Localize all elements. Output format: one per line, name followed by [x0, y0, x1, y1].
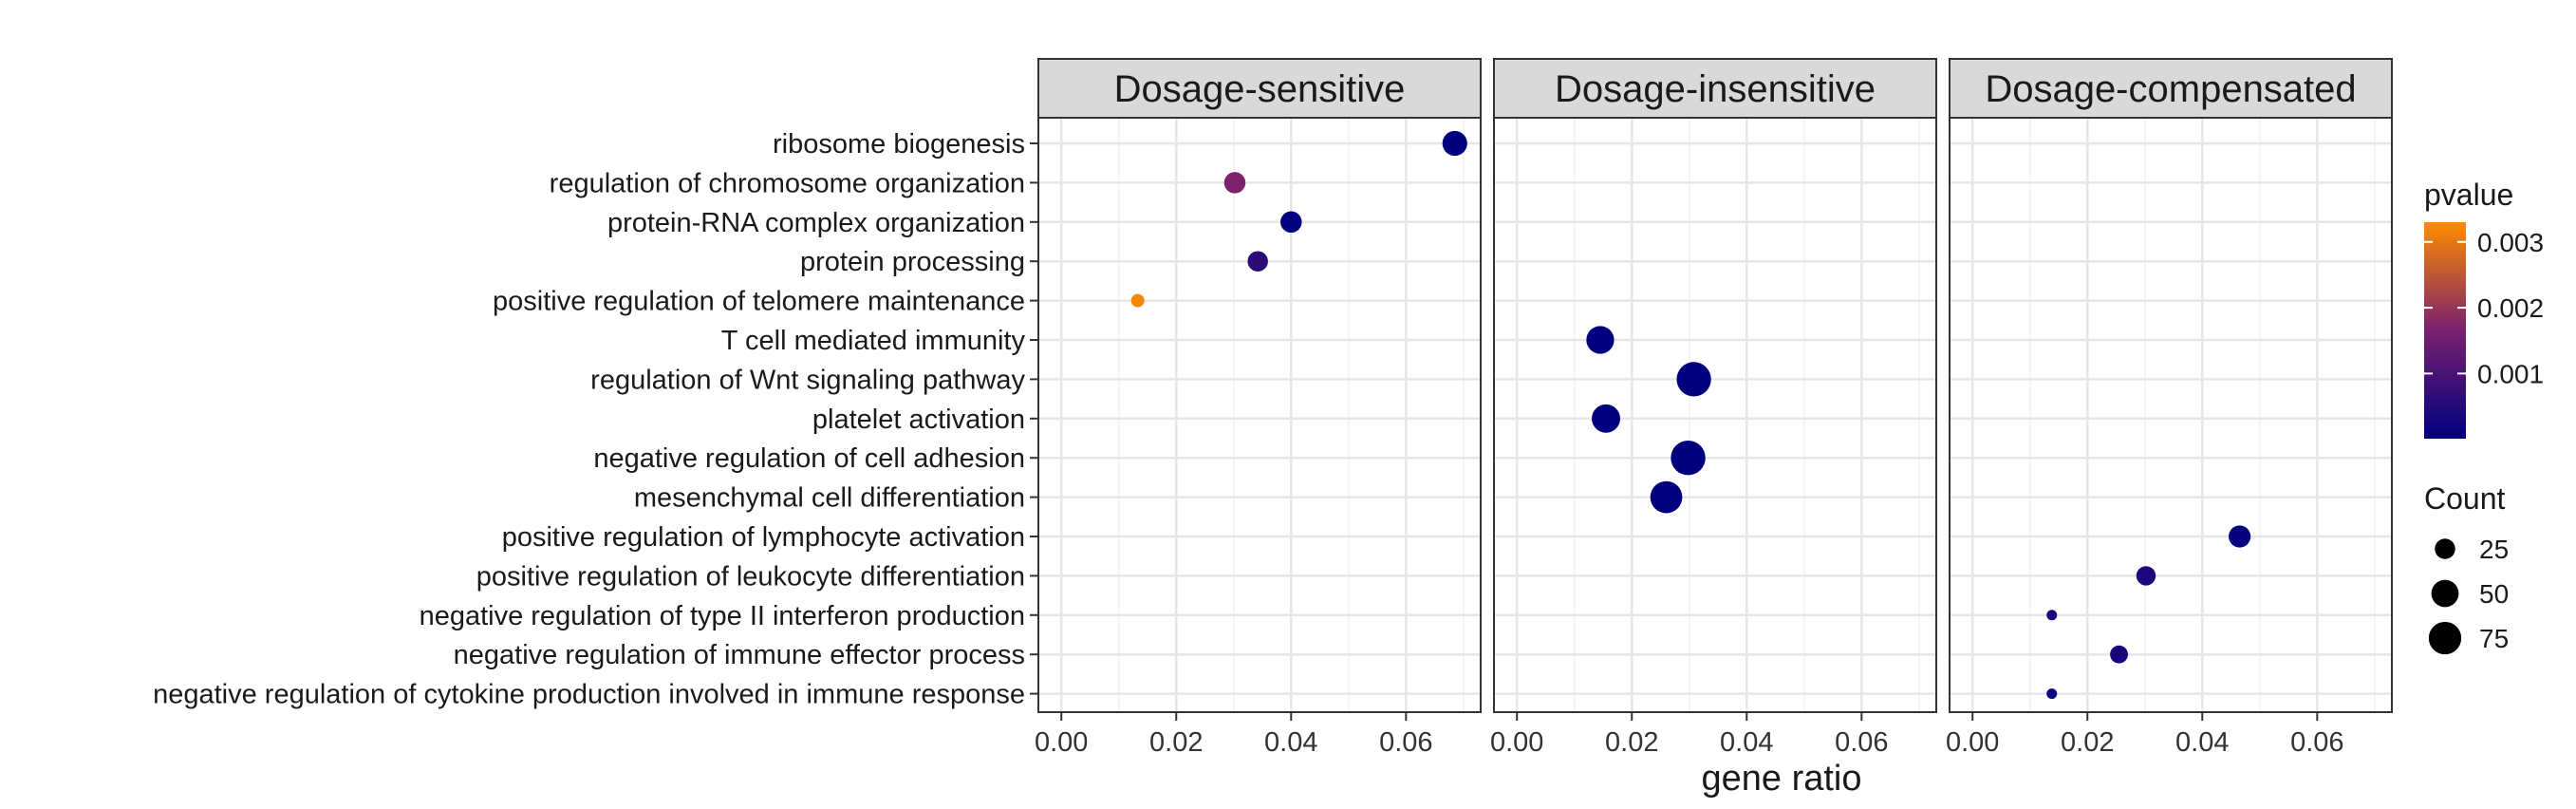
size-legend-title: Count: [2424, 481, 2506, 516]
panel-background: [1494, 118, 1936, 712]
y-tick-label: negative regulation of cell adhesion: [593, 443, 1025, 474]
point-dosage-insensitive-mesenchymal-cell-differentiation: [1650, 480, 1683, 514]
x-tick-label: 0.00: [1490, 727, 1543, 758]
color-legend-bar: [2424, 222, 2466, 439]
x-tick-label: 0.02: [1605, 727, 1658, 758]
legend: pvalue 0.001 0.002 0.003 Count 25 50 75: [2424, 178, 2544, 655]
point-dosage-insensitive-platelet-activation: [1592, 404, 1620, 433]
y-tick-label: protein-RNA complex organization: [607, 208, 1025, 238]
size-legend-key: [2428, 621, 2462, 655]
y-tick-label: positive regulation of telomere maintena…: [493, 287, 1025, 317]
size-legend-key: [2435, 538, 2455, 559]
facet-strip-label: Dosage-insensitive: [1555, 68, 1876, 110]
y-tick-label: regulation of Wnt signaling pathway: [590, 365, 1025, 395]
y-tick-label: platelet activation: [812, 404, 1025, 435]
point-dosage-sensitive-ribosome-biogenesis: [1442, 130, 1467, 157]
x-tick-label: 0.00: [1035, 727, 1088, 758]
point-dosage-compensated-negative-regulation-of-immune-effector-process: [2110, 645, 2128, 664]
size-legend-label: 75: [2479, 624, 2509, 653]
point-dosage-insensitive-t-cell-mediated-immunity: [1586, 326, 1615, 354]
point-dosage-sensitive-protein-processing: [1247, 251, 1268, 272]
size-legend-label: 50: [2479, 579, 2509, 609]
y-tick-label: negative regulation of cytokine producti…: [153, 680, 1025, 710]
x-tick-label: 0.04: [2175, 727, 2229, 758]
x-tick-label: 0.04: [1720, 727, 1773, 758]
y-tick-label: regulation of chromosome organization: [550, 168, 1025, 198]
color-legend-tick-label: 0.003: [2477, 228, 2544, 257]
panel-background: [1038, 118, 1481, 712]
x-tick-label: 0.04: [1264, 727, 1317, 758]
x-tick-label: 0.06: [1379, 727, 1432, 758]
point-dosage-compensated-negative-regulation-of-cytokine-production-involved-in-immune-response: [2046, 688, 2058, 700]
y-tick-label: ribosome biogenesis: [773, 129, 1025, 160]
y-axis-labels: ribosome biogenesis regulation of chromos…: [153, 129, 1038, 710]
panel-border: [1493, 117, 1937, 713]
facet-strip-label: Dosage-compensated: [1985, 68, 2356, 110]
color-legend-title: pvalue: [2424, 178, 2513, 212]
x-tick-label: 0.00: [1946, 727, 1999, 758]
size-legend-key: [2431, 579, 2459, 608]
point-dosage-sensitive-positive-regulation-of-telomere-maintenance: [1130, 293, 1145, 308]
facet-strip: [1037, 58, 1482, 119]
facet-strip: [1949, 58, 2393, 119]
y-tick-label: positive regulation of leukocyte differe…: [476, 561, 1025, 592]
x-tick-label: 0.02: [1149, 727, 1203, 758]
x-axis-title: gene ratio: [1701, 759, 1861, 799]
point-dosage-insensitive-negative-regulation-of-cell-adhesion: [1671, 440, 1706, 476]
facet-strip-label: Dosage-sensitive: [1114, 68, 1406, 110]
y-tick-label: protein processing: [800, 247, 1025, 277]
point-dosage-compensated-positive-regulation-of-lymphocyte-activation: [2229, 525, 2251, 548]
point-dosage-compensated-positive-regulation-of-leukocyte-differentiation: [2136, 566, 2156, 586]
panel-border: [1037, 117, 1482, 713]
point-dosage-sensitive-regulation-of-chromosome-organization: [1223, 172, 1246, 194]
x-tick-label: 0.06: [1835, 727, 1888, 758]
point-dosage-compensated-negative-regulation-of-type-ii-interferon-production: [2046, 610, 2058, 621]
panel-dosage-insensitive: Dosage-insensitive 0.00 0.02 0.04 0.06: [1490, 58, 1937, 758]
point-dosage-sensitive-protein-rna-complex-organization: [1280, 211, 1302, 234]
point-dosage-insensitive-regulation-of-wnt-signaling-pathway: [1676, 362, 1711, 397]
panel-dosage-sensitive: Dosage-sensitive 0.00 0.02 0.04 0.06: [1035, 58, 1482, 758]
panel-background: [1950, 118, 2392, 712]
y-tick-label: negative regulation of immune effector p…: [454, 640, 1025, 670]
facet-strip: [1493, 58, 1937, 119]
size-legend-label: 25: [2479, 535, 2509, 564]
x-tick-label: 0.06: [2290, 727, 2343, 758]
y-tick-label: T cell mediated immunity: [721, 326, 1026, 356]
color-legend-tick-label: 0.001: [2477, 359, 2544, 388]
panel-dosage-compensated: Dosage-compensated 0.00 0.02 0.04 0.06: [1946, 58, 2393, 758]
y-tick-label: positive regulation of lymphocyte activa…: [502, 522, 1025, 553]
x-tick-label: 0.02: [2061, 727, 2114, 758]
color-legend-tick-label: 0.002: [2477, 293, 2544, 323]
panel-border: [1949, 117, 2393, 713]
y-tick-label: negative regulation of type II interfero…: [420, 601, 1025, 631]
y-tick-label: mesenchymal cell differentiation: [634, 483, 1025, 514]
